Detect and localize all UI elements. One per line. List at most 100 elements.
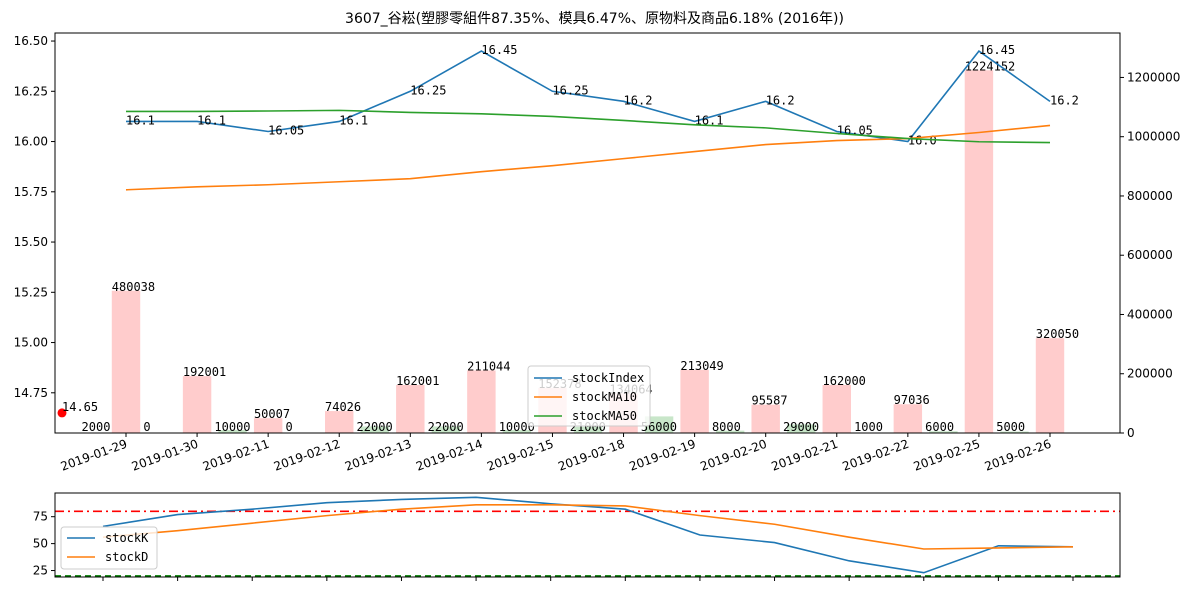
price-label: 16.45 (979, 43, 1015, 57)
price-label: 16.05 (268, 123, 304, 137)
marker-point (57, 408, 67, 418)
y-tick-label: 16.50 (14, 34, 48, 48)
volume-bar (822, 385, 851, 433)
volume-bar (182, 376, 212, 433)
y-tick-label: 25 (33, 564, 48, 578)
volume-label: 97036 (894, 393, 930, 407)
volume-bar (573, 426, 603, 433)
volume-label: 162001 (396, 374, 439, 388)
y-tick-label: 15.50 (14, 235, 48, 249)
series-line-stockMA50 (126, 109, 1051, 144)
price-label: 16.1 (126, 113, 155, 127)
price-label: 16.2 (766, 93, 795, 107)
volume-label: 192001 (183, 365, 226, 379)
volume-bar (929, 431, 958, 433)
series-line-stockIndex (126, 49, 1051, 143)
legend-label: stockIndex (572, 371, 644, 385)
volume-bar (680, 369, 709, 433)
volume-bar (111, 290, 141, 433)
volume-label: 5000 (996, 420, 1025, 434)
price-label: 16.45 (481, 43, 517, 57)
x-tick-label: 2019-02-14 (414, 437, 484, 474)
volume-label: 6000 (925, 420, 954, 434)
x-tick-label: 2019-01-29 (59, 437, 129, 474)
price-label: 16.1 (197, 113, 226, 127)
volume-label: 211044 (467, 359, 510, 373)
volume-label: 2000 (82, 420, 111, 434)
y2-tick-label: 600000 (1127, 248, 1173, 262)
volume-label: 162000 (823, 374, 866, 388)
volume-label: 0 (143, 420, 150, 434)
volume-label: 0 (285, 420, 292, 434)
legend-label: stockK (105, 531, 149, 545)
volume-label: 50007 (254, 407, 290, 421)
volume-bar (502, 430, 532, 433)
price-label: 16.1 (695, 113, 724, 127)
legend-box (527, 365, 651, 427)
volume-label: 8000 (712, 420, 741, 434)
chart-title: 3607_谷崧(塑膠零組件87.35%、模具6.47%、原物料及商品6.18% … (345, 11, 844, 27)
legend-label: stockMA10 (572, 390, 637, 404)
y2-tick-label: 200000 (1127, 367, 1173, 381)
price-label: 16.2 (624, 93, 653, 107)
volume-label: 95587 (751, 394, 787, 408)
volume-label: 29000 (783, 420, 819, 434)
series-line-stockK (102, 496, 1074, 574)
volume-bar (218, 430, 247, 433)
volume-label: 320050 (1036, 327, 1079, 341)
main-plot-frame (54, 32, 1121, 434)
volume-bar (787, 424, 816, 433)
x-tick-label: 2019-02-11 (201, 437, 271, 474)
volume-bar (1035, 338, 1065, 433)
volume-bar (467, 370, 496, 433)
y-tick-label: 15.25 (14, 285, 48, 299)
y-tick-label: 15.75 (14, 185, 48, 199)
series-line-stockD (102, 504, 1074, 550)
y-tick-label: 50 (33, 537, 48, 551)
volume-label: 74026 (325, 400, 361, 414)
y-tick-label: 16.00 (14, 135, 48, 149)
price-label: 16.2 (1050, 93, 1079, 107)
price-label: 16.25 (552, 83, 588, 97)
y-tick-label: 75 (33, 510, 48, 524)
volume-label: 10000 (214, 420, 250, 434)
volume-bar (325, 411, 354, 433)
price-label: 16.1 (339, 113, 368, 127)
x-tick-label: 2019-02-22 (841, 437, 911, 474)
volume-label: 1224152 (965, 59, 1016, 73)
volume-label: 22000 (357, 420, 393, 434)
x-tick-label: 2019-02-26 (983, 437, 1053, 474)
y-tick-label: 15.00 (14, 336, 48, 350)
volume-bar (644, 416, 674, 433)
volume-bar (964, 70, 994, 433)
y2-tick-label: 400000 (1127, 307, 1173, 321)
volume-label: 480038 (112, 280, 155, 294)
volume-bar (253, 418, 283, 433)
volume-label: 213049 (680, 359, 723, 373)
volume-label: 22000 (428, 420, 464, 434)
volume-label: 10000 (499, 420, 535, 434)
price-label: 16.25 (410, 83, 446, 97)
x-tick-label: 2019-02-21 (769, 437, 839, 474)
y2-tick-label: 1200000 (1127, 70, 1180, 84)
y2-tick-label: 800000 (1127, 189, 1173, 203)
x-tick-label: 2019-02-12 (272, 437, 342, 474)
series-line-stockMA10 (125, 124, 1051, 191)
volume-bar (751, 404, 780, 433)
volume-bar (893, 404, 923, 433)
kd-plot-frame (54, 492, 1121, 578)
legend-label: stockD (105, 550, 148, 564)
marker-label: 14.65 (62, 400, 98, 414)
legend-label: stockMA50 (572, 409, 637, 423)
y2-tick-label: 1000000 (1127, 130, 1180, 144)
y-tick-label: 14.75 (14, 386, 48, 400)
x-tick-label: 2019-02-19 (627, 437, 697, 474)
x-tick-label: 2019-02-18 (556, 437, 626, 474)
volume-bar (715, 430, 745, 433)
y-tick-label: 16.25 (14, 84, 48, 98)
x-tick-label: 2019-01-30 (130, 437, 200, 474)
volume-bar (1000, 431, 1029, 433)
x-tick-label: 2019-02-13 (343, 437, 413, 474)
x-tick-label: 2019-02-20 (698, 437, 768, 474)
